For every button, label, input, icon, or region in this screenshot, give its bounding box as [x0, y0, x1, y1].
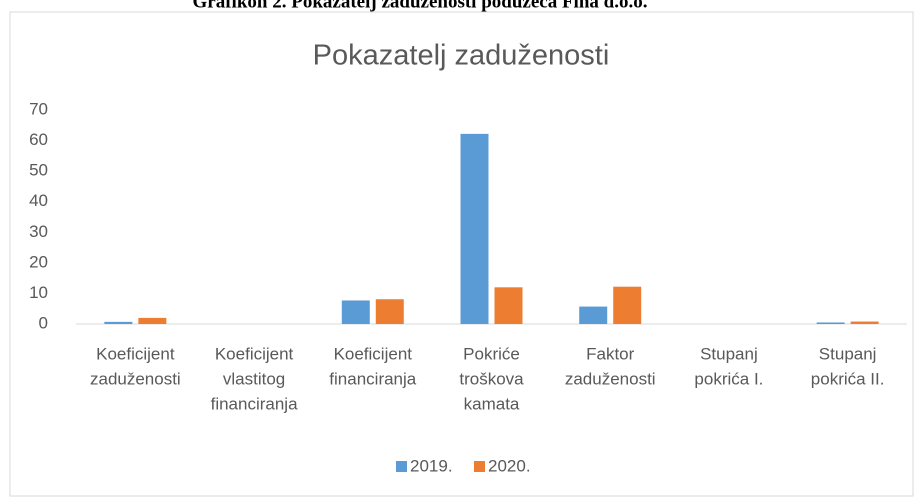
y-tick-label: 50 — [29, 161, 48, 180]
legend-swatch — [474, 461, 485, 472]
x-tick-label: troškova — [459, 369, 524, 388]
x-tick-label: zaduženosti — [90, 369, 181, 388]
x-tick-label: financiranja — [211, 394, 298, 413]
x-tick-label: pokrića I. — [694, 369, 763, 388]
y-tick-label: 70 — [29, 99, 48, 118]
bar — [460, 133, 489, 324]
legend-swatch — [396, 461, 407, 472]
bar — [341, 300, 370, 324]
bar — [104, 321, 133, 324]
chart-title: Pokazatelj zaduženosti — [313, 40, 610, 72]
x-tick-label: Faktor — [586, 344, 635, 363]
x-tick-label: Koeficijent — [334, 344, 413, 363]
bar — [494, 287, 523, 324]
bar — [375, 299, 404, 324]
caption: Grafikon 2. Pokazatelj zaduženosti poduz… — [193, 0, 648, 12]
x-tick-label: Koeficijent — [96, 344, 175, 363]
legend-label: 2020. — [488, 456, 531, 475]
y-tick-label: 40 — [29, 191, 48, 210]
y-tick-label: 10 — [29, 283, 48, 302]
y-tick-label: 30 — [29, 222, 48, 241]
x-tick-label: kamata — [464, 394, 520, 413]
x-tick-label: vlastitog — [223, 369, 285, 388]
x-tick-label: financiranja — [329, 369, 416, 388]
x-tick-label: Stupanj — [819, 344, 877, 363]
x-tick-label: Koeficijent — [215, 344, 294, 363]
x-tick-label: Pokriće — [463, 344, 520, 363]
y-tick-label: 60 — [29, 130, 48, 149]
x-tick-label: Stupanj — [700, 344, 758, 363]
x-tick-label: pokrića II. — [811, 369, 885, 388]
bar — [579, 306, 608, 324]
bar — [850, 321, 879, 324]
bar — [613, 286, 642, 324]
bar — [138, 317, 167, 324]
x-tick-label: zaduženosti — [565, 369, 656, 388]
legend-label: 2019. — [410, 456, 453, 475]
y-tick-label: 0 — [39, 313, 48, 332]
bar — [816, 322, 845, 324]
y-tick-label: 20 — [29, 252, 48, 271]
